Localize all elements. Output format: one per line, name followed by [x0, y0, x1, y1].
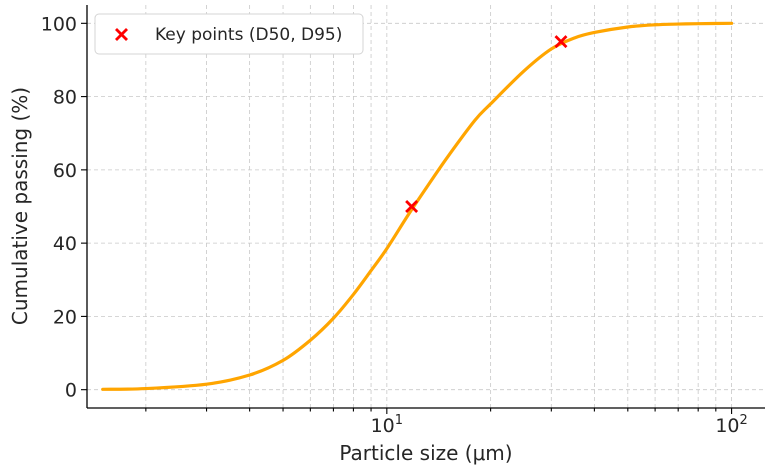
x-axis-label: Particle size (μm)	[339, 441, 512, 465]
x-tick-label: 102	[715, 413, 747, 437]
y-tick-label: 60	[53, 160, 77, 182]
ticks: 0 20 40 60 80 100 101 102	[41, 13, 748, 437]
cumulative-passing-curve	[101, 21, 734, 391]
legend-marker-x-icon	[115, 28, 128, 41]
y-tick-label: 100	[41, 13, 77, 35]
key-point-x-marker	[405, 200, 419, 213]
y-tick-label: 20	[53, 306, 77, 328]
y-tick-label: 40	[53, 233, 77, 255]
y-tick-label: 0	[65, 380, 77, 402]
series-layer	[101, 21, 734, 391]
legend: Key points (D50, D95)	[94, 13, 364, 55]
x-tick-label: 101	[371, 413, 403, 437]
y-axis-label: Cumulative passing (%)	[8, 87, 32, 325]
legend-label: Key points (D50, D95)	[155, 25, 342, 45]
grid	[87, 5, 765, 408]
y-tick-label: 80	[53, 87, 77, 109]
axes	[86, 5, 765, 409]
legend-box	[94, 13, 364, 55]
key-point-x-marker	[554, 35, 568, 49]
